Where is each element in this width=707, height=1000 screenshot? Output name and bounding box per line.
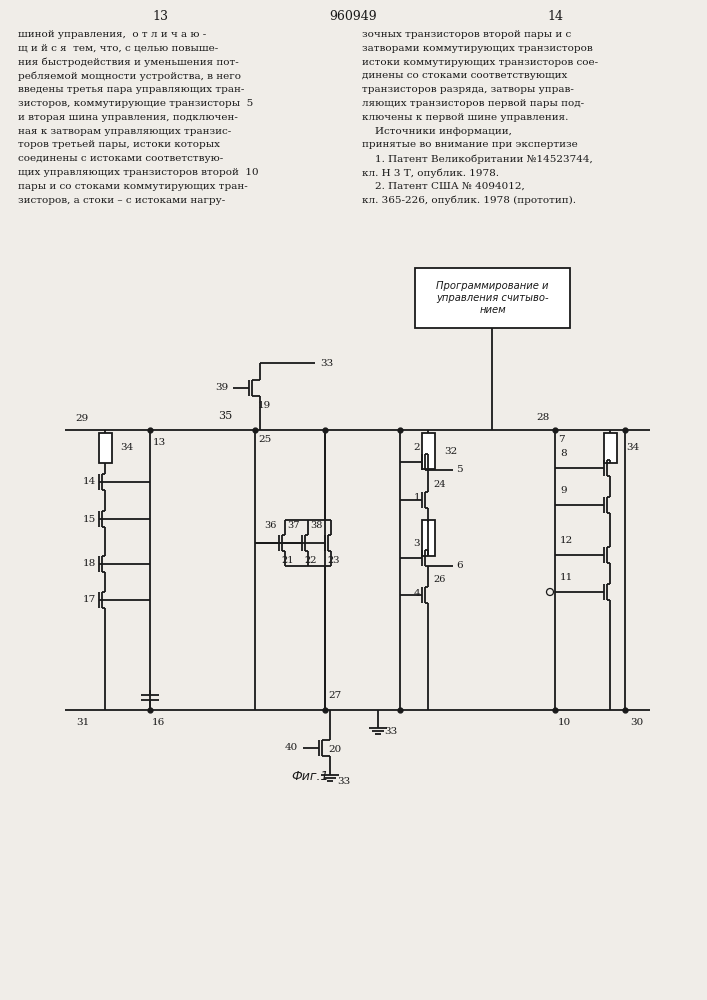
Text: 35: 35 bbox=[218, 411, 232, 421]
Bar bbox=[99, 433, 112, 463]
Text: 9: 9 bbox=[560, 486, 566, 495]
Text: ляющих транзисторов первой пары под-: ляющих транзисторов первой пары под- bbox=[362, 99, 584, 108]
Text: 28: 28 bbox=[537, 413, 549, 422]
Text: 33: 33 bbox=[337, 776, 350, 786]
Text: динены со стоками соответствующих: динены со стоками соответствующих bbox=[362, 71, 568, 80]
Text: 4: 4 bbox=[414, 588, 420, 597]
Text: 25: 25 bbox=[258, 435, 271, 444]
Text: 31: 31 bbox=[76, 718, 90, 727]
Text: 18: 18 bbox=[83, 560, 96, 568]
Text: 14: 14 bbox=[547, 10, 563, 23]
Text: 5: 5 bbox=[456, 466, 462, 475]
Text: 24: 24 bbox=[433, 480, 445, 489]
Text: 17: 17 bbox=[83, 595, 96, 604]
Text: ная к затворам управляющих транзис-: ная к затворам управляющих транзис- bbox=[18, 127, 231, 136]
Text: и вторая шина управления, подключен-: и вторая шина управления, подключен- bbox=[18, 113, 238, 122]
Text: 6: 6 bbox=[456, 562, 462, 570]
Text: 20: 20 bbox=[328, 744, 341, 754]
Text: торов третьей пары, истоки которых: торов третьей пары, истоки которых bbox=[18, 140, 220, 149]
Text: 19: 19 bbox=[258, 401, 271, 410]
Text: 13: 13 bbox=[152, 10, 168, 23]
Text: ребляемой мощности устройства, в него: ребляемой мощности устройства, в него bbox=[18, 71, 241, 81]
Text: 14: 14 bbox=[83, 478, 96, 487]
Text: ключены к первой шине управления.: ключены к первой шине управления. bbox=[362, 113, 568, 122]
Text: ния быстродействия и уменьшения пот-: ния быстродействия и уменьшения пот- bbox=[18, 58, 239, 67]
Text: 23: 23 bbox=[327, 556, 339, 565]
Text: Программирование и
управления считыво-
нием: Программирование и управления считыво- н… bbox=[436, 281, 549, 315]
Text: 40: 40 bbox=[285, 744, 298, 752]
Text: 27: 27 bbox=[328, 691, 341, 700]
Text: 33: 33 bbox=[320, 359, 333, 367]
Text: 39: 39 bbox=[216, 383, 229, 392]
Text: 8: 8 bbox=[560, 449, 566, 458]
Text: 13: 13 bbox=[153, 438, 166, 447]
Text: шиной управления,  о т л и ч а ю -: шиной управления, о т л и ч а ю - bbox=[18, 30, 206, 39]
Text: 2. Патент США № 4094012,: 2. Патент США № 4094012, bbox=[362, 182, 525, 191]
Text: 32: 32 bbox=[444, 446, 457, 456]
Text: 26: 26 bbox=[433, 575, 445, 584]
Text: 22: 22 bbox=[304, 556, 317, 565]
Text: зочных транзисторов второй пары и с: зочных транзисторов второй пары и с bbox=[362, 30, 571, 39]
Bar bbox=[415, 268, 570, 328]
Text: 1. Патент Великобритании №14523744,: 1. Патент Великобритании №14523744, bbox=[362, 154, 592, 164]
Bar bbox=[604, 433, 617, 463]
Text: Источники информации,: Источники информации, bbox=[362, 127, 512, 136]
Text: 16: 16 bbox=[151, 718, 165, 727]
Text: 34: 34 bbox=[626, 444, 639, 452]
Text: кл. Н 3 Т, опублик. 1978.: кл. Н 3 Т, опублик. 1978. bbox=[362, 168, 499, 178]
Text: кл. 365-226, опублик. 1978 (прототип).: кл. 365-226, опублик. 1978 (прототип). bbox=[362, 196, 576, 205]
Text: 1: 1 bbox=[414, 493, 420, 502]
Text: Фиг.1: Фиг.1 bbox=[291, 770, 329, 783]
Text: 30: 30 bbox=[630, 718, 643, 727]
Text: 21: 21 bbox=[281, 556, 293, 565]
Text: щих управляющих транзисторов второй  10: щих управляющих транзисторов второй 10 bbox=[18, 168, 259, 177]
Text: 15: 15 bbox=[83, 514, 96, 524]
Text: затворами коммутирующих транзисторов: затворами коммутирующих транзисторов bbox=[362, 44, 592, 53]
Text: 38: 38 bbox=[310, 521, 323, 530]
Text: зисторов, а стоки – с истоками нагру-: зисторов, а стоки – с истоками нагру- bbox=[18, 196, 226, 205]
Text: щ и й с я  тем, что, с целью повыше-: щ и й с я тем, что, с целью повыше- bbox=[18, 44, 218, 53]
Text: принятые во внимание при экспертизе: принятые во внимание при экспертизе bbox=[362, 140, 578, 149]
Text: 36: 36 bbox=[264, 521, 277, 530]
Text: введены третья пара управляющих тран-: введены третья пара управляющих тран- bbox=[18, 85, 245, 94]
Text: 2: 2 bbox=[414, 443, 420, 452]
Text: пары и со стоками коммутирующих тран-: пары и со стоками коммутирующих тран- bbox=[18, 182, 247, 191]
Text: 11: 11 bbox=[560, 573, 573, 582]
Text: 34: 34 bbox=[120, 444, 133, 452]
Text: зисторов, коммутирующие транзисторы  5: зисторов, коммутирующие транзисторы 5 bbox=[18, 99, 253, 108]
Text: 37: 37 bbox=[288, 521, 300, 530]
Text: соединены с истоками соответствую-: соединены с истоками соответствую- bbox=[18, 154, 223, 163]
Bar bbox=[422, 433, 435, 469]
Text: транзисторов разряда, затворы управ-: транзисторов разряда, затворы управ- bbox=[362, 85, 574, 94]
Text: 10: 10 bbox=[558, 718, 571, 727]
Text: 960949: 960949 bbox=[329, 10, 377, 23]
Text: 12: 12 bbox=[560, 536, 573, 545]
Text: 29: 29 bbox=[75, 414, 88, 423]
Text: 33: 33 bbox=[384, 726, 397, 736]
Text: истоки коммутирующих транзисторов сое-: истоки коммутирующих транзисторов сое- bbox=[362, 58, 598, 67]
Bar bbox=[422, 520, 435, 556]
Text: 7: 7 bbox=[558, 435, 565, 444]
Text: 3: 3 bbox=[414, 539, 420, 548]
